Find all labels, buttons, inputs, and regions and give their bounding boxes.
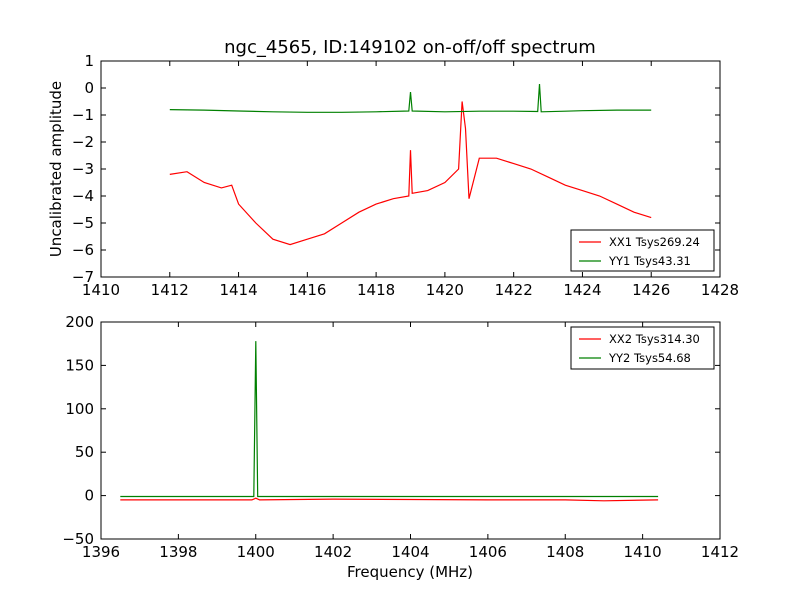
top-x-tick-label: 1416 <box>288 281 326 299</box>
top-x-tick-label: 1418 <box>357 281 395 299</box>
top-legend: XX1 Tsys269.24 YY1 Tsys43.31 <box>570 229 715 272</box>
bottom-plot-area <box>120 341 659 502</box>
bottom-x-tick-label: 1410 <box>624 543 662 561</box>
bottom-x-tick-label: 1406 <box>469 543 507 561</box>
bottom-x-axis-label: Frequency (MHz) <box>347 563 473 581</box>
top-y-tick-label: −1 <box>72 106 94 124</box>
top-x-tick-label: 1428 <box>701 281 739 299</box>
top-legend-label-2: YY1 Tsys43.31 <box>608 254 691 268</box>
bottom-y-tick-label: 50 <box>75 443 94 461</box>
top-y-tick-label: −7 <box>72 268 94 286</box>
bottom-x-tick-label: 1398 <box>159 543 197 561</box>
bottom-chart: 1396 1398 1400 1402 1404 1406 1408 1410 1412 200 1… <box>62 313 739 561</box>
top-y-tick-label: −5 <box>72 214 94 232</box>
bottom-y-tick-label: 0 <box>84 487 94 505</box>
top-x-tick-label: 1422 <box>495 281 533 299</box>
bottom-series-2-line <box>120 341 659 498</box>
top-y-tick-label: −3 <box>72 160 94 178</box>
top-y-tick-label: −6 <box>72 241 94 259</box>
top-y-tick-label: 1 <box>84 52 94 70</box>
top-series-1-line <box>169 101 652 246</box>
bottom-x-tick-label: 1396 <box>82 543 120 561</box>
bottom-series-1-line <box>120 497 659 502</box>
bottom-x-tick-label: 1402 <box>314 543 352 561</box>
top-x-tick-label: 1414 <box>219 281 257 299</box>
bottom-x-tick-label: 1400 <box>237 543 275 561</box>
top-x-tick-label: 1412 <box>151 281 189 299</box>
top-chart: 1410 1412 1414 1416 1418 1420 1422 1424 1426 1428… <box>72 52 739 299</box>
top-y-tick-label: −2 <box>72 133 94 151</box>
top-series-2-line <box>169 83 652 113</box>
bottom-x-tick-label: 1404 <box>391 543 429 561</box>
bottom-legend-box <box>570 326 715 370</box>
bottom-legend-label-2: YY2 Tsys54.68 <box>608 351 691 365</box>
bottom-x-tick-label: 1408 <box>546 543 584 561</box>
top-x-tick-label: 1420 <box>426 281 464 299</box>
top-plot-area <box>169 83 652 246</box>
top-y-axis-label: Uncalibrated amplitude <box>47 81 65 257</box>
top-legend-label-1: XX1 Tsys269.24 <box>609 235 700 249</box>
top-x-tick-label: 1426 <box>632 281 670 299</box>
top-legend-box <box>570 229 715 272</box>
bottom-y-tick-label: 200 <box>65 313 94 331</box>
bottom-legend-label-1: XX2 Tsys314.30 <box>609 332 700 346</box>
bottom-y-tick-label: 100 <box>65 400 94 418</box>
bottom-y-tick-label: −50 <box>62 530 94 548</box>
top-chart-title: ngc_4565, ID:149102 on-off/off spectrum <box>224 37 596 58</box>
top-y-tick-label: 0 <box>84 79 94 97</box>
top-x-tick-label: 1410 <box>82 281 120 299</box>
bottom-legend: XX2 Tsys314.30 YY2 Tsys54.68 <box>570 326 715 370</box>
top-x-tick-label: 1424 <box>563 281 601 299</box>
bottom-x-tick-label: 1412 <box>701 543 739 561</box>
top-y-tick-label: −4 <box>72 187 94 205</box>
bottom-y-tick-label: 150 <box>65 356 94 374</box>
